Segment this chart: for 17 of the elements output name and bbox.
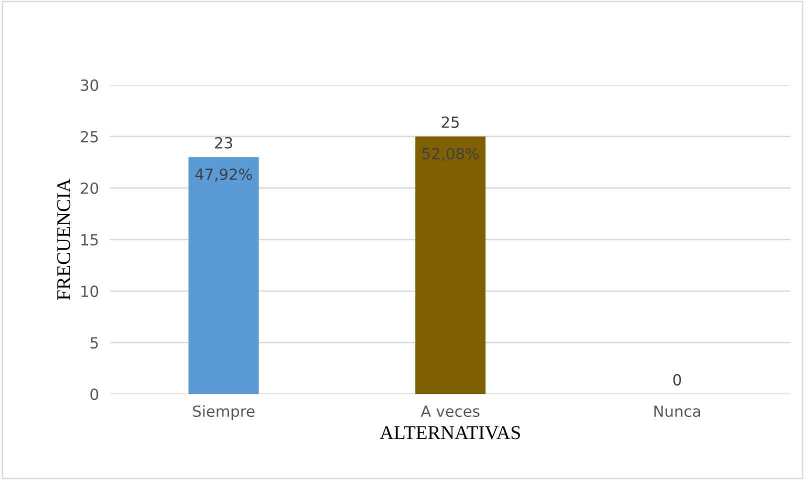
y-tick-label: 10	[81, 286, 98, 298]
x-axis-title: ALTERNATIVAS	[380, 426, 520, 440]
y-tick-label: 0	[90, 388, 98, 400]
x-tick-label: Nunca	[654, 406, 700, 418]
y-tick-label: 15	[81, 234, 98, 246]
y-tick-label: 25	[80, 130, 98, 142]
annotation: 52,08%	[422, 148, 479, 161]
x-tick-label: A veces	[420, 406, 480, 418]
y-axis-title: FRECUENCIA	[57, 178, 70, 300]
annotation: 47,92%	[195, 168, 252, 182]
data-label: 0	[673, 374, 681, 386]
y-tick-label: 5	[90, 337, 98, 349]
y-tick-label: 20	[80, 182, 98, 194]
y-tick-label: 30	[80, 79, 98, 91]
data-label: 23	[215, 137, 232, 149]
x-tick-label: Siempre	[193, 405, 254, 420]
data-label: 25	[442, 116, 459, 128]
